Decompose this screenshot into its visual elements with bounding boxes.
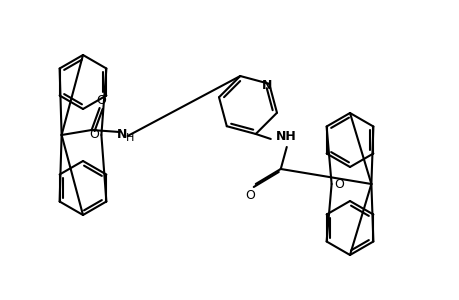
Text: NH: NH <box>275 130 296 143</box>
Text: H: H <box>125 133 134 143</box>
Text: N: N <box>262 79 272 92</box>
Text: O: O <box>244 190 254 202</box>
Text: O: O <box>334 178 344 190</box>
Text: O: O <box>89 128 99 142</box>
Text: N: N <box>116 128 127 140</box>
Text: O: O <box>96 94 106 106</box>
